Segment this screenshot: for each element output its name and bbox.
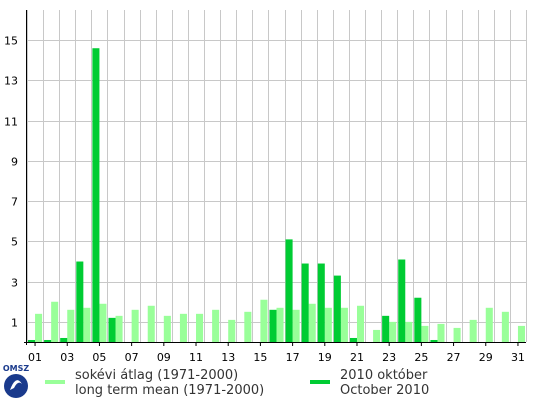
bar-long-term-mean (67, 309, 75, 342)
bar-october-2010 (398, 259, 406, 342)
x-tick-label: 01 (28, 351, 42, 364)
x-tick-label: 17 (286, 351, 300, 364)
bar-long-term-mean (179, 313, 187, 342)
bar-long-term-mean (324, 307, 332, 342)
x-tick-label: 25 (414, 351, 428, 364)
bar-october-2010 (317, 263, 325, 342)
legend-label-current-en: October 2010 (340, 383, 430, 398)
legend-swatch-current (310, 380, 330, 384)
bar-long-term-mean (389, 321, 397, 342)
bar-long-term-mean (260, 299, 268, 342)
bar-long-term-mean (131, 309, 139, 342)
logo-emblem-icon (4, 374, 28, 398)
bar-october-2010 (414, 297, 422, 342)
bar-long-term-mean (373, 329, 381, 342)
bar-long-term-mean (51, 301, 59, 342)
x-tick-label: 29 (479, 351, 493, 364)
bar-october-2010 (44, 339, 52, 342)
x-tick-label: 09 (157, 351, 171, 364)
bar-long-term-mean (228, 319, 236, 342)
bar-long-term-mean (517, 325, 525, 342)
bar-long-term-mean (212, 309, 220, 342)
legend-label-mean-en: long term mean (1971-2000) (75, 383, 265, 398)
bar-long-term-mean (147, 305, 155, 342)
x-tick-label: 03 (60, 351, 74, 364)
bar-long-term-mean (453, 327, 461, 342)
bar-long-term-mean (501, 311, 509, 342)
y-tick-label: 11 (4, 116, 18, 129)
bar-october-2010 (301, 263, 309, 342)
x-tick-label: 11 (189, 351, 203, 364)
bar-long-term-mean (421, 325, 429, 342)
x-tick-label: 23 (382, 351, 396, 364)
bar-long-term-mean (196, 313, 204, 342)
bar-long-term-mean (83, 307, 91, 342)
y-tick-label: 9 (11, 156, 18, 169)
bar-long-term-mean (35, 313, 43, 342)
bar-long-term-mean (292, 309, 300, 342)
bar-october-2010 (108, 317, 116, 342)
bar-long-term-mean (115, 315, 123, 342)
y-tick-label: 15 (4, 35, 18, 48)
bar-long-term-mean (405, 321, 413, 342)
omsz-logo: OMSZ (3, 364, 30, 398)
bar-october-2010 (430, 339, 438, 342)
y-tick-label: 7 (11, 196, 18, 209)
x-tick-label: 27 (447, 351, 461, 364)
bar-october-2010 (60, 337, 68, 342)
bar-october-2010 (382, 315, 390, 342)
x-tick-label: 15 (253, 351, 267, 364)
legend-swatch-mean (45, 380, 65, 384)
y-tick-label: 1 (11, 317, 18, 330)
y-tick-label: 5 (11, 236, 18, 249)
bar-long-term-mean (485, 307, 493, 342)
bar-long-term-mean (276, 307, 284, 342)
bar-long-term-mean (308, 303, 316, 342)
y-tick-label: 13 (4, 75, 18, 88)
bar-october-2010 (92, 48, 100, 342)
x-tick-label: 13 (221, 351, 235, 364)
x-tick-label: 05 (92, 351, 106, 364)
bar-long-term-mean (356, 305, 365, 342)
bar-long-term-mean (340, 307, 348, 342)
x-tick-label: 21 (350, 351, 364, 364)
bar-october-2010 (76, 261, 84, 342)
legend-label-mean-hu: sokévi átlag (1971-2000) (75, 368, 239, 383)
logo-swirl-icon (10, 380, 22, 390)
bar-long-term-mean (437, 323, 445, 342)
bar-october-2010 (28, 339, 36, 342)
bar-october-2010 (269, 309, 277, 342)
bar-long-term-mean (244, 311, 252, 342)
bar-long-term-mean (163, 315, 171, 342)
x-tick-label: 31 (511, 351, 525, 364)
logo-text: OMSZ (3, 364, 30, 373)
x-tick-label: 19 (318, 351, 332, 364)
x-tick-label: 07 (125, 351, 139, 364)
y-tick-label: 3 (11, 277, 18, 290)
bar-long-term-mean (99, 303, 107, 342)
bar-october-2010 (333, 275, 341, 342)
legend-label-current-hu: 2010 október (340, 368, 428, 383)
bar-long-term-mean (469, 319, 477, 342)
bar-october-2010 (285, 239, 293, 342)
bar-october-2010 (349, 337, 357, 342)
